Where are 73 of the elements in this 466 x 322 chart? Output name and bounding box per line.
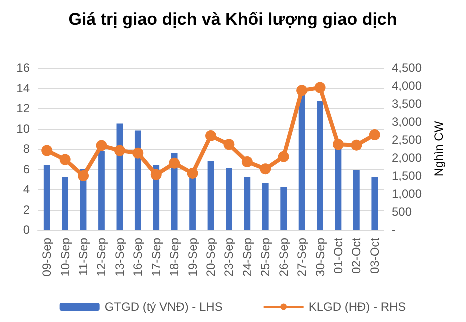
x-tick-label: 03-Oct xyxy=(368,237,382,274)
bar xyxy=(372,177,378,230)
y2-tick-label: 4,000 xyxy=(392,79,422,93)
x-tick-label: 11-Sep xyxy=(76,238,91,276)
y-tick-label: 10 xyxy=(16,122,30,136)
y2-tick-label: 1,500 xyxy=(392,169,422,183)
y-tick-label: 14 xyxy=(16,81,30,96)
bar xyxy=(353,170,360,230)
x-tick-label: 01-Oct xyxy=(331,237,346,274)
point xyxy=(224,139,235,150)
y2-tick-label: - xyxy=(392,223,396,237)
y-tick-label: 4 xyxy=(23,182,30,196)
bar xyxy=(62,177,69,230)
bar xyxy=(317,101,324,230)
x-tick-label: 27-Sep xyxy=(295,238,310,277)
x-tick-label: 19-Sep xyxy=(186,238,200,277)
point xyxy=(42,145,53,156)
y2-tick-label: 1,000 xyxy=(392,187,422,201)
point xyxy=(369,129,380,140)
x-tick-label: 20-Sep xyxy=(204,238,218,277)
x-tick-label: 30-Sep xyxy=(313,238,328,277)
point xyxy=(314,82,326,94)
x-tick-label: 18-Sep xyxy=(168,238,182,277)
point xyxy=(242,156,253,168)
y-tick-label: 0 xyxy=(23,223,30,237)
legend-label: GTGD (tỷ VNĐ) - LHS xyxy=(104,300,223,314)
x-tick-label: 23-Sep xyxy=(222,238,236,277)
legend-label: KLGD (HĐ) - RHS xyxy=(308,300,406,314)
point xyxy=(169,158,180,169)
y2-tick-label: 2,000 xyxy=(392,151,422,165)
y-tick-label: 12 xyxy=(16,102,30,116)
bar xyxy=(298,93,306,230)
x-tick-label: 24-Sep xyxy=(240,238,254,277)
x-tick-label: 02-Oct xyxy=(350,237,364,274)
x-tick-label: 10-Sep xyxy=(58,238,72,277)
y-tick-label: 8 xyxy=(23,142,30,156)
bar xyxy=(208,161,214,230)
point xyxy=(332,139,344,150)
x-tick-label: 13-Sep xyxy=(112,238,127,277)
point xyxy=(78,170,90,182)
x-tick-label: 17-Sep xyxy=(149,238,164,277)
chart-title: Giá trị giao dịch và Khối lượng giao dịch xyxy=(68,10,398,29)
bar xyxy=(98,151,105,230)
y2-tick-label: 3,500 xyxy=(392,97,422,111)
point xyxy=(96,140,108,152)
y2-axis-title: Nghìn CW xyxy=(432,120,446,177)
point xyxy=(132,148,144,159)
bar xyxy=(244,177,251,230)
y2-tick-label: 500 xyxy=(392,205,412,219)
point xyxy=(260,164,272,175)
y2-tick-label: 2,500 xyxy=(392,133,422,147)
x-tick-label: 09-Sep xyxy=(40,238,54,277)
y-tick-label: 16 xyxy=(16,61,30,75)
point xyxy=(114,145,126,156)
point xyxy=(187,168,198,179)
bar xyxy=(280,187,288,230)
y2-tick-label: 3,000 xyxy=(392,115,422,129)
x-tick-label: 26-Sep xyxy=(276,238,291,277)
point xyxy=(351,140,362,151)
point xyxy=(206,130,216,142)
y-tick-label: 6 xyxy=(23,162,30,176)
point xyxy=(278,151,290,162)
point xyxy=(150,169,162,180)
x-tick-label: 25-Sep xyxy=(258,238,273,277)
point xyxy=(60,154,71,166)
point xyxy=(296,85,308,96)
bar xyxy=(262,183,269,230)
x-tick-label: 16-Sep xyxy=(131,238,146,277)
y2-tick-label: 4,500 xyxy=(392,61,422,75)
y-tick-label: 2 xyxy=(23,202,30,217)
bar xyxy=(44,165,50,230)
bar xyxy=(226,168,232,230)
x-tick-label: 12-Sep xyxy=(94,238,109,277)
